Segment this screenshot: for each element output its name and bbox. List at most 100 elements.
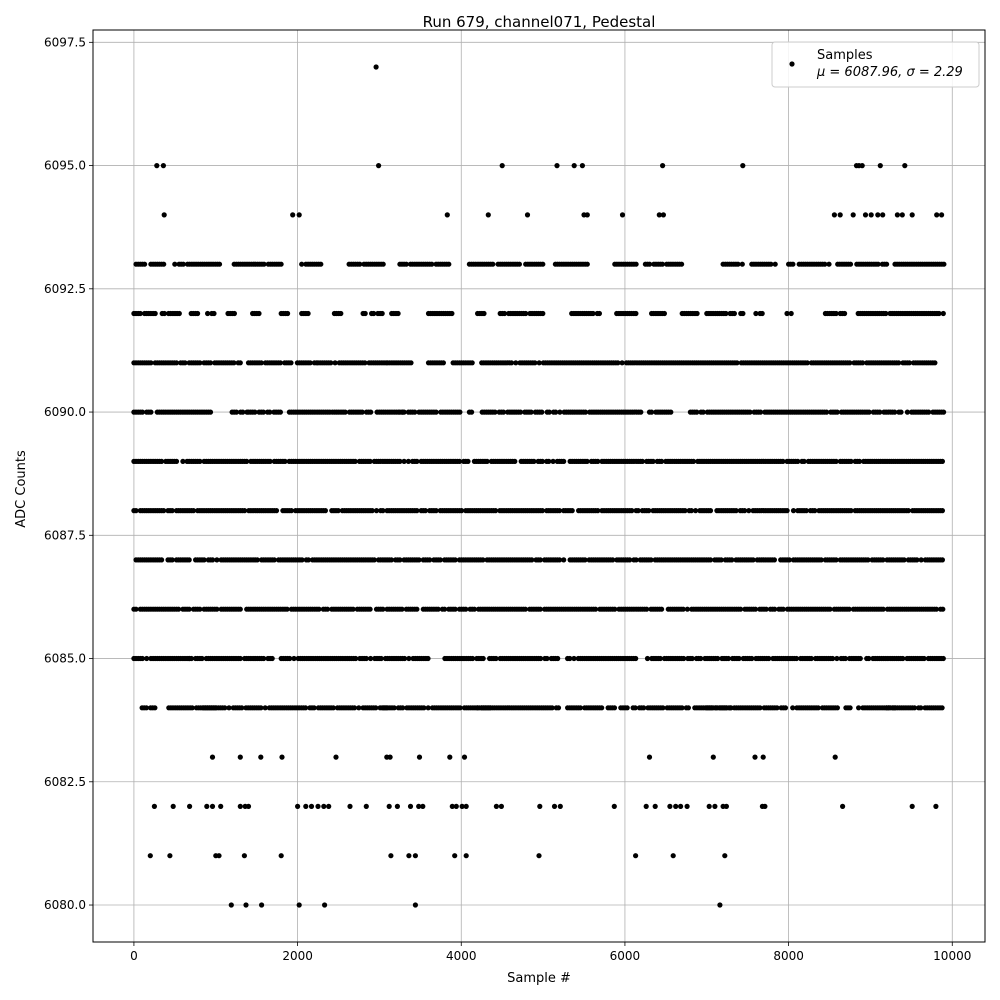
data-point: [282, 458, 288, 464]
y-tick-label: 6095.0: [44, 159, 86, 173]
data-point: [694, 310, 700, 317]
data-point: [261, 655, 267, 662]
data-point: [729, 557, 735, 563]
data-point: [373, 705, 379, 711]
data-point: [909, 803, 915, 810]
data-point: [567, 655, 573, 662]
data-point: [352, 458, 358, 464]
data-point: [273, 508, 280, 514]
data-point: [161, 508, 167, 514]
data-point: [499, 163, 505, 169]
data-point: [277, 360, 283, 366]
data-point: [262, 705, 268, 711]
data-point: [815, 705, 821, 711]
y-tick-label: 6092.5: [44, 282, 86, 296]
data-point: [746, 508, 752, 514]
data-point: [326, 803, 332, 810]
data-point: [379, 310, 385, 317]
data-point: [278, 261, 284, 267]
data-point: [243, 902, 249, 908]
data-point: [824, 409, 830, 415]
data-point: [842, 655, 849, 662]
data-point: [731, 310, 738, 317]
data-point: [416, 754, 423, 760]
data-point: [941, 261, 947, 267]
data-point: [169, 508, 175, 514]
data-point: [667, 803, 673, 810]
data-point: [774, 705, 780, 711]
data-point: [199, 655, 205, 662]
data-point: [159, 557, 165, 563]
data-point: [875, 261, 881, 267]
data-point: [827, 606, 833, 612]
data-point: [291, 655, 297, 662]
x-tick-label: 6000: [610, 949, 641, 963]
data-point: [481, 310, 487, 317]
data-point: [742, 508, 748, 514]
data-point: [546, 409, 552, 415]
chart-title: Run 679, channel071, Pedestal: [423, 13, 656, 31]
data-point: [833, 458, 839, 464]
data-point: [627, 557, 633, 563]
data-point: [307, 360, 313, 366]
data-point: [296, 212, 302, 218]
data-point: [659, 261, 666, 267]
data-point: [214, 557, 220, 563]
data-point: [457, 705, 463, 711]
data-point: [757, 705, 763, 711]
data-point: [427, 557, 433, 563]
data-point: [689, 655, 695, 662]
data-point: [886, 705, 892, 711]
data-point: [363, 655, 369, 662]
data-point: [465, 458, 471, 464]
data-point: [469, 409, 475, 415]
data-point: [161, 212, 167, 218]
y-axis-ticks: 6080.0 6082.5 6085.0 6087.5 6090.0 6092.5 6095…: [44, 35, 93, 912]
data-point: [847, 360, 853, 366]
data-point: [678, 803, 684, 810]
data-point: [480, 655, 486, 662]
data-point: [380, 261, 386, 267]
data-point: [857, 655, 863, 662]
data-point: [493, 508, 499, 514]
data-point: [707, 557, 714, 563]
data-point: [493, 803, 499, 810]
data-point: [457, 409, 463, 415]
data-point: [186, 606, 192, 612]
data-point: [237, 754, 243, 760]
data-point: [883, 310, 889, 317]
data-point: [804, 360, 810, 366]
data-point: [321, 803, 327, 810]
data-point: [735, 261, 741, 267]
data-point: [660, 212, 667, 218]
data-point: [793, 655, 800, 662]
data-point: [599, 705, 605, 711]
legend-series-label: Samples: [817, 48, 873, 63]
data-point: [682, 508, 688, 514]
data-point: [557, 803, 563, 810]
data-point: [934, 212, 940, 218]
data-point: [335, 508, 341, 514]
data-point: [142, 261, 148, 267]
data-point: [211, 310, 217, 317]
data-point: [209, 754, 216, 760]
data-point: [258, 360, 264, 366]
data-point: [538, 655, 544, 662]
data-point: [723, 705, 729, 711]
data-point: [831, 212, 838, 218]
data-point: [363, 803, 369, 810]
data-point: [901, 557, 907, 563]
data-point: [693, 508, 699, 514]
data-point: [161, 261, 167, 267]
data-point: [231, 310, 237, 317]
data-point: [859, 163, 865, 169]
data-point: [350, 606, 356, 612]
data-point: [633, 853, 639, 859]
data-point: [420, 803, 426, 810]
data-point: [528, 409, 534, 415]
data-point: [278, 853, 284, 859]
data-point: [619, 360, 625, 366]
data-point: [368, 655, 374, 662]
data-point: [639, 458, 646, 464]
data-point: [657, 655, 663, 662]
